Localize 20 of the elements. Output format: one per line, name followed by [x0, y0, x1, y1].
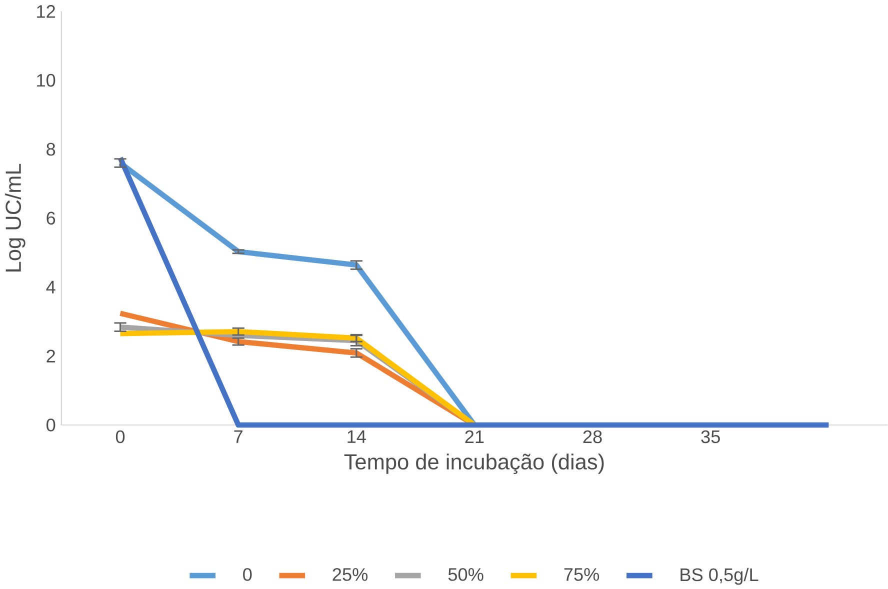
y-tick-label: 8	[46, 142, 56, 156]
x-tick-label: 7	[234, 430, 242, 443]
x-tick-label: 28	[583, 430, 602, 444]
y-tick-label: 4	[46, 280, 56, 294]
y-tick-label: 10	[37, 74, 56, 87]
legend-label: 0	[243, 568, 252, 581]
x-tick-label: 14	[348, 430, 366, 443]
legend-label: BS 0,5g/L	[680, 568, 758, 585]
y-tick-label: 0	[46, 418, 56, 432]
legend-label: 25%	[332, 568, 368, 581]
y-tick-label: 6	[46, 212, 56, 224]
x-tick-label: 0	[116, 430, 125, 444]
y-axis-title: Log UC/mL	[5, 164, 26, 272]
legend-label: 75%	[564, 568, 600, 581]
x-tick-label: 35	[701, 430, 720, 444]
y-tick-label: 12	[37, 4, 55, 18]
legend-label: 50%	[448, 568, 484, 581]
y-tick-label: 2	[46, 350, 55, 362]
x-tick-label: 21	[465, 430, 484, 443]
x-axis-title: Tempo de incubação (dias)	[344, 453, 604, 474]
